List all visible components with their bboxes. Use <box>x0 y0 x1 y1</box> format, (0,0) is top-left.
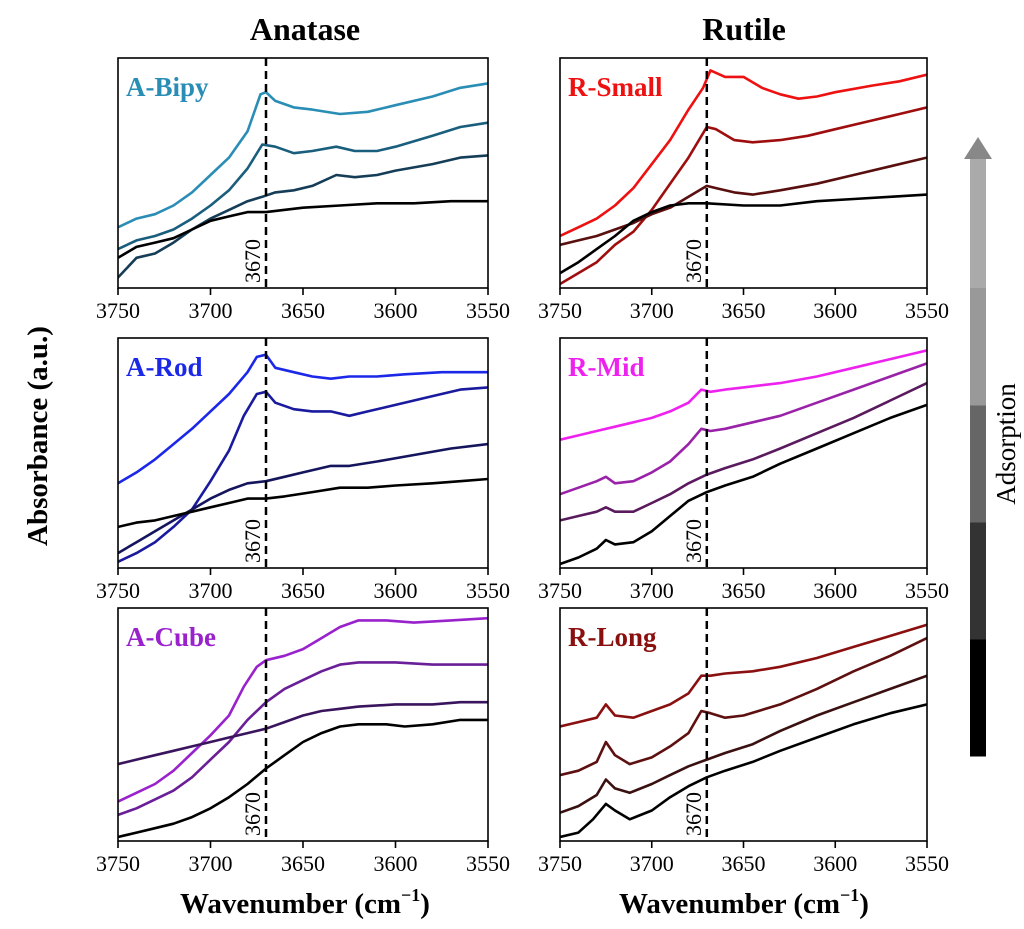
title-anatase: Anatase <box>250 11 360 47</box>
panel-a-cube: 3670 3750 3700 3650 3600 3550 A-Cube <box>96 607 510 876</box>
series-group <box>560 69 927 286</box>
x-tick-label: 3550 <box>905 851 949 876</box>
colorbar-segment <box>970 405 986 523</box>
x-tick-label: 3750 <box>96 298 140 323</box>
series-line-1 <box>560 349 927 441</box>
series-line-4 <box>118 199 488 260</box>
panel-label-a-cube: A-Cube <box>126 622 216 652</box>
x-tick-label: 3600 <box>813 298 857 323</box>
series-line-2 <box>118 386 488 564</box>
marker-label-3670: 3670 <box>240 519 265 563</box>
colorbar <box>964 137 992 757</box>
panel-r-mid: 3670 3750 3700 3650 3600 3550 R-Mid <box>538 337 949 603</box>
title-rutile: Rutile <box>702 11 786 47</box>
marker-label-3670: 3670 <box>240 792 265 836</box>
xlabel-close: ) <box>420 888 430 920</box>
panels: 3670 3750 3700 3650 3600 3550 A-Bipy 3670 3750 37… <box>96 57 949 876</box>
x-tick-label: 3700 <box>630 298 674 323</box>
series-group <box>560 349 927 566</box>
x-tick-label: 3650 <box>722 851 766 876</box>
panel-a-bipy: 3670 3750 3700 3650 3600 3550 A-Bipy <box>96 57 510 323</box>
panel-label-a-rod: A-Rod <box>126 352 203 382</box>
x-tick-label: 3700 <box>189 298 233 323</box>
series-line-2 <box>560 106 927 286</box>
colorbar-arrow-head <box>964 137 992 159</box>
series-line-2 <box>118 661 488 817</box>
y-axis-label: Absorbance (a.u.) <box>22 326 54 546</box>
series-line-4 <box>560 193 927 275</box>
x-tick-label: 3700 <box>630 578 674 603</box>
series-line-1 <box>118 82 488 229</box>
colorbar-arrow-stem <box>970 158 986 288</box>
x-tick-label: 3550 <box>466 578 510 603</box>
xlabel-text: Wavenumber (cm <box>180 888 401 920</box>
series-line-2 <box>560 636 927 777</box>
series-line-3 <box>560 156 927 247</box>
series-line-2 <box>118 121 488 251</box>
x-axis-label-left: Wavenumber (cm−1) <box>180 885 430 920</box>
x-tick-label: 3650 <box>281 578 325 603</box>
x-tick-label: 3600 <box>374 578 418 603</box>
x-tick-label: 3750 <box>538 578 582 603</box>
xlabel-unit: −1 <box>840 885 859 905</box>
x-tick-label: 3550 <box>905 298 949 323</box>
colorbar-segment <box>970 288 986 406</box>
series-line-3 <box>118 700 488 766</box>
xlabel-close: ) <box>859 888 869 920</box>
x-tick-label: 3650 <box>722 298 766 323</box>
marker-label-3670: 3670 <box>240 239 265 283</box>
series-line-3 <box>118 154 488 279</box>
x-axis-label-right: Wavenumber (cm−1) <box>619 885 869 920</box>
series-line-3 <box>118 442 488 555</box>
series-line-1 <box>560 69 927 238</box>
panel-label-r-small: R-Small <box>568 72 663 102</box>
panel-r-long: 3670 3750 3700 3650 3600 3550 R-Long <box>538 607 949 876</box>
x-tick-label: 3750 <box>538 298 582 323</box>
series-group <box>560 623 927 839</box>
panel-label-a-bipy: A-Bipy <box>126 72 209 102</box>
series-line-2 <box>560 362 927 496</box>
x-tick-label: 3700 <box>630 851 674 876</box>
marker-label-3670: 3670 <box>681 239 706 283</box>
series-line-1 <box>560 623 927 728</box>
x-tick-label: 3550 <box>905 578 949 603</box>
x-tick-label: 3550 <box>466 298 510 323</box>
panel-label-r-long: R-Long <box>568 622 657 652</box>
series-group <box>118 353 488 564</box>
xlabel-text: Wavenumber (cm <box>619 888 840 920</box>
x-tick-label: 3600 <box>374 298 418 323</box>
xlabel-unit: −1 <box>401 885 420 905</box>
x-tick-label: 3650 <box>722 578 766 603</box>
marker-label-3670: 3670 <box>681 519 706 563</box>
panel-a-rod: 3670 3750 3700 3650 3600 3550 A-Rod <box>96 337 510 603</box>
x-tick-label: 3750 <box>96 578 140 603</box>
x-tick-label: 3700 <box>189 851 233 876</box>
x-tick-label: 3750 <box>538 851 582 876</box>
marker-label-3670: 3670 <box>681 792 706 836</box>
series-line-3 <box>560 674 927 814</box>
colorbar-segment <box>970 522 986 640</box>
x-tick-label: 3750 <box>96 851 140 876</box>
series-line-4 <box>118 718 488 839</box>
x-tick-label: 3650 <box>281 298 325 323</box>
series-line-3 <box>560 381 927 522</box>
colorbar-segment <box>970 639 986 757</box>
panel-r-small: 3670 3750 3700 3650 3600 3550 R-Small <box>538 57 949 323</box>
series-line-4 <box>560 703 927 839</box>
series-line-4 <box>560 403 927 566</box>
colorbar-label: Adsorption <box>991 383 1021 505</box>
x-tick-label: 3550 <box>466 851 510 876</box>
x-tick-label: 3600 <box>374 851 418 876</box>
x-tick-label: 3600 <box>813 578 857 603</box>
panel-label-r-mid: R-Mid <box>568 352 645 382</box>
series-group <box>118 82 488 279</box>
x-tick-label: 3650 <box>281 851 325 876</box>
x-tick-label: 3700 <box>189 578 233 603</box>
x-tick-label: 3600 <box>813 851 857 876</box>
